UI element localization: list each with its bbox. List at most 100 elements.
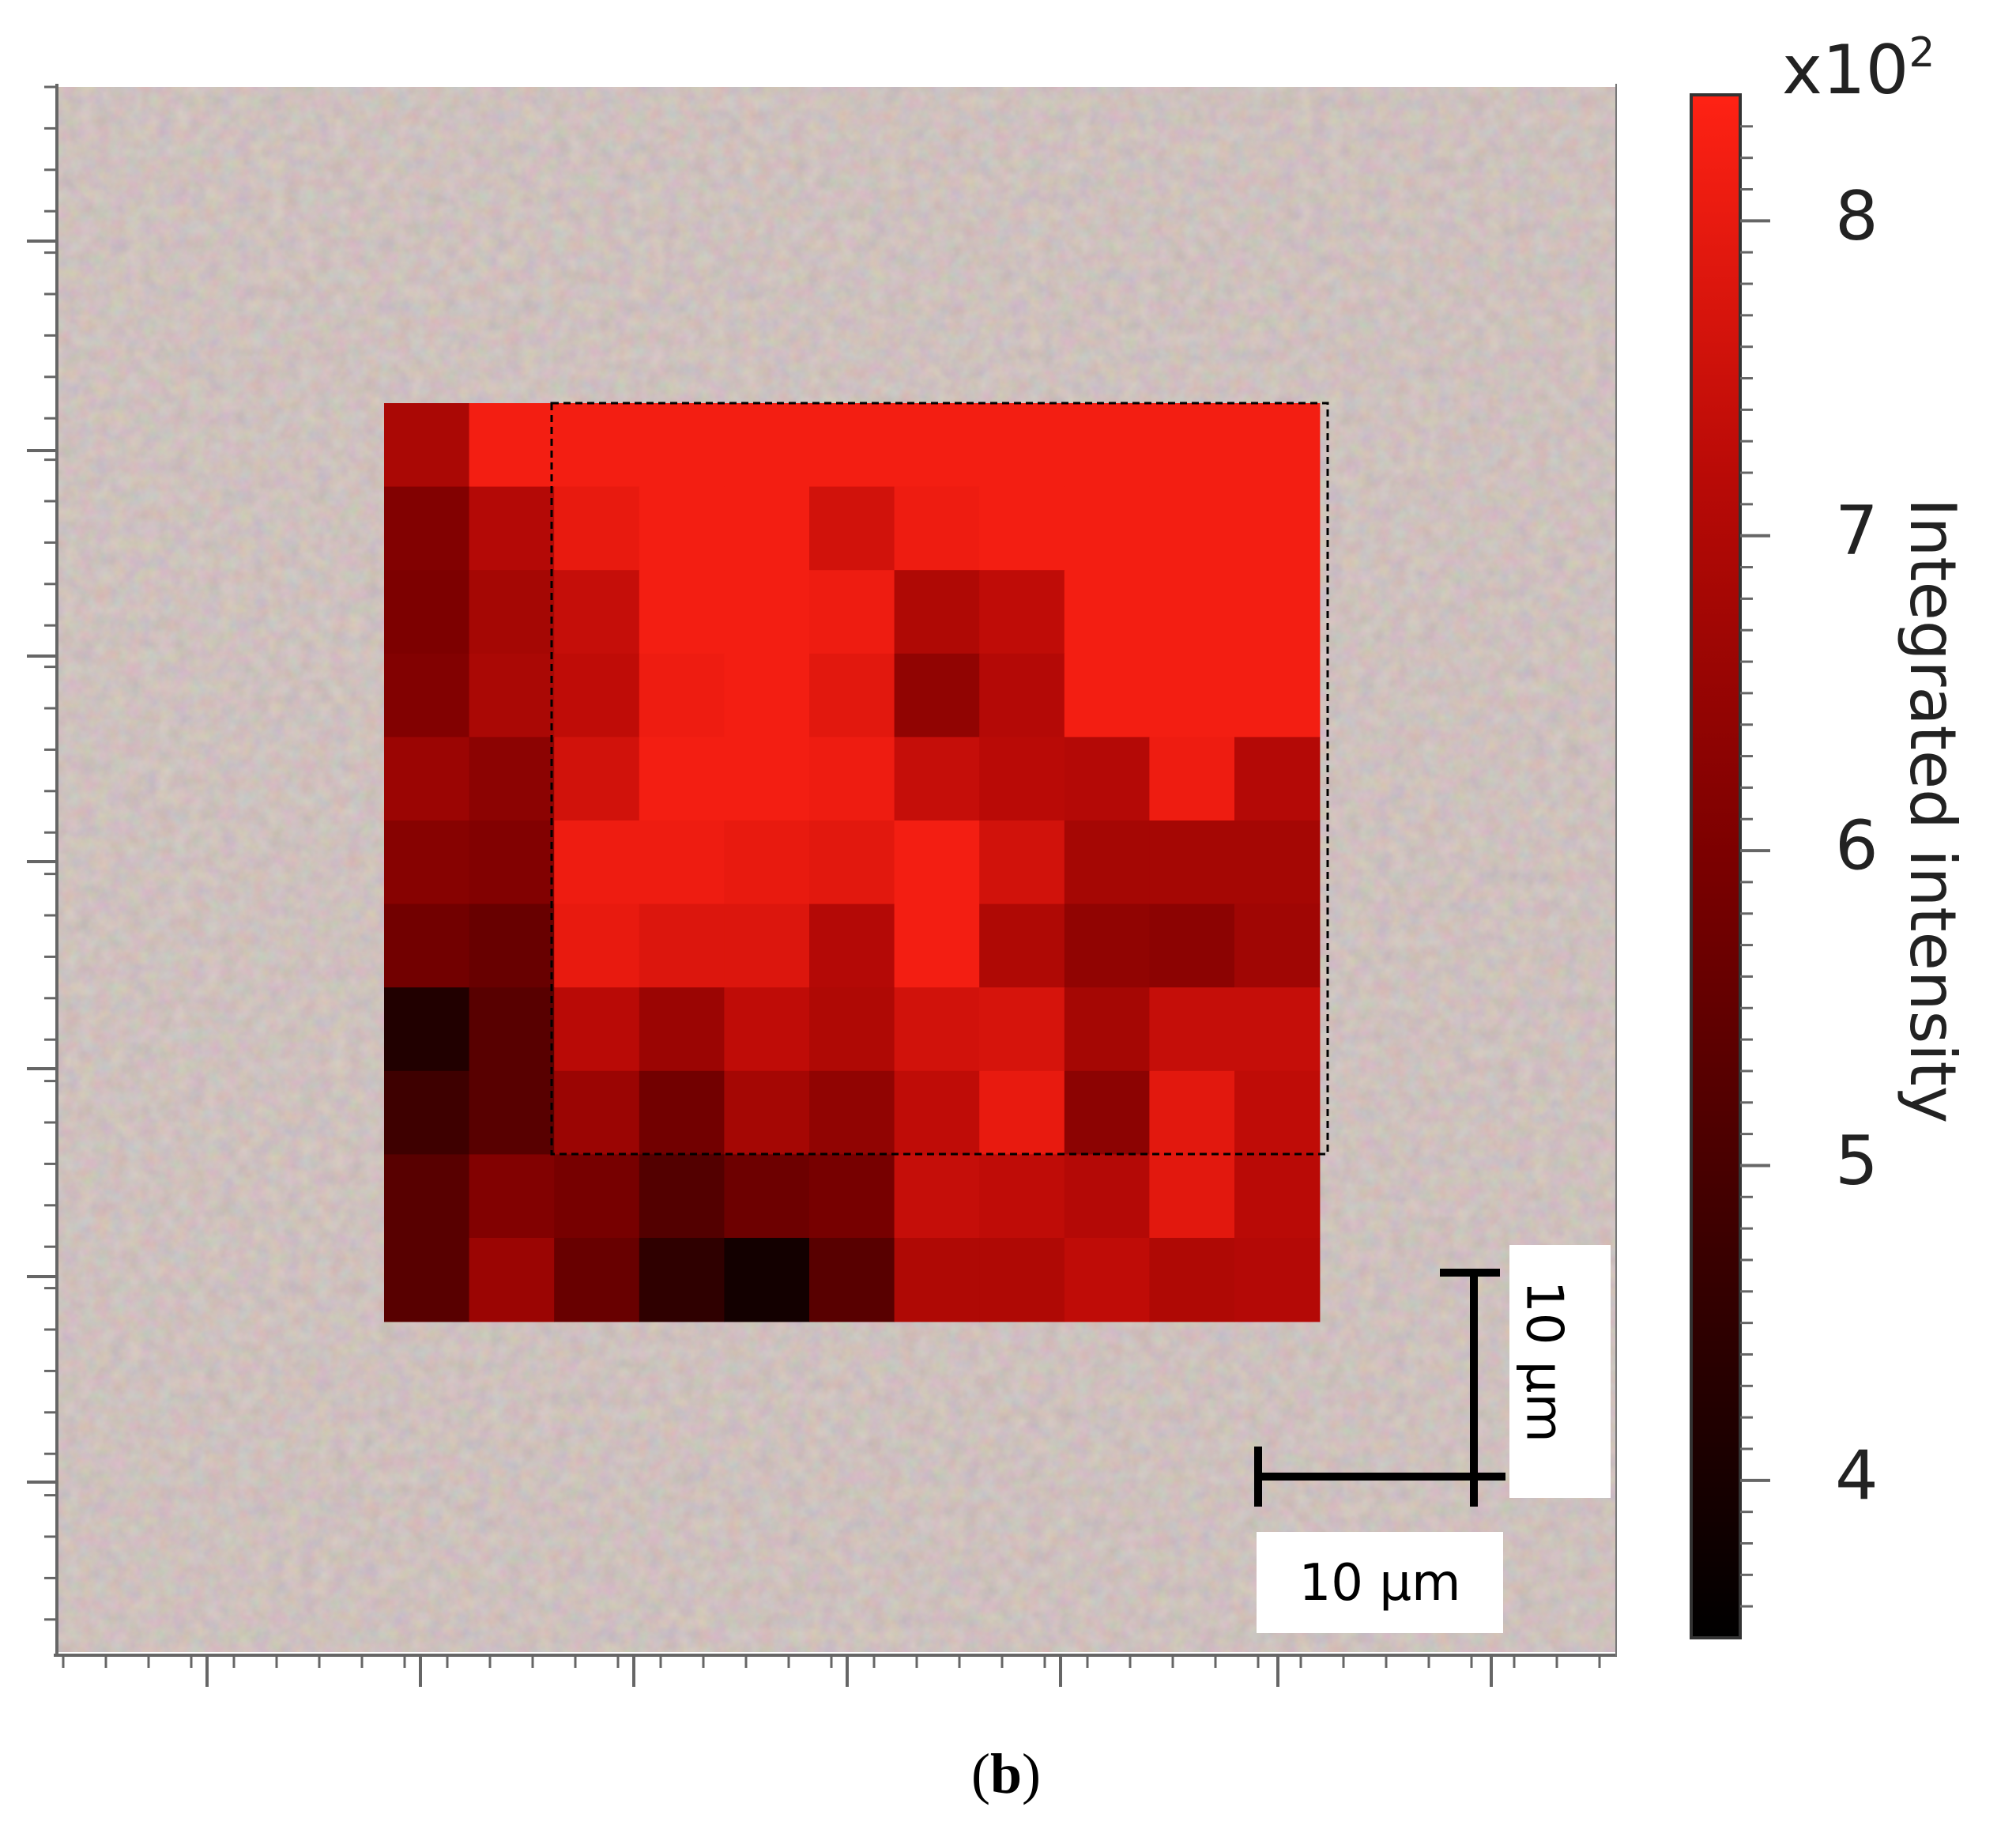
scale-label-box-horizontal (1257, 1532, 1503, 1633)
heatmap-cell (1234, 1154, 1321, 1239)
heatmap-cell (1234, 570, 1321, 654)
heatmap-cell (724, 903, 810, 988)
heatmap-cell (469, 987, 555, 1072)
heatmap-cell (894, 1070, 980, 1156)
heatmap-cell (894, 486, 980, 571)
heatmap-cell (1064, 653, 1151, 738)
heatmap-cell (724, 1154, 810, 1239)
heatmap-cell (639, 570, 725, 654)
plot-frame (54, 84, 1617, 1657)
colorbar-multiplier-exp: 2 (1909, 29, 1935, 77)
caption-close: ) (1022, 1742, 1041, 1805)
heatmap-cell (724, 1238, 810, 1322)
panel-caption: (b) (971, 1742, 1041, 1805)
heatmap-cell (1064, 737, 1151, 821)
heatmap-cell (894, 653, 980, 738)
x-axis-ticks (62, 1655, 1601, 1687)
heatmap-cell (1149, 486, 1235, 571)
heatmap-cell (554, 987, 640, 1072)
heatmap-cell (1064, 570, 1151, 654)
scale-bar-vertical-label: 10 μm (1514, 1281, 1573, 1443)
heatmap-cell (384, 403, 470, 488)
heatmap-cell (554, 820, 640, 905)
heatmap-cell (1234, 737, 1321, 821)
heatmap-cell (809, 570, 895, 654)
heatmap-cell (979, 737, 1065, 821)
heatmap-cell (809, 1070, 895, 1156)
heatmap-cell (639, 1238, 725, 1322)
colorbar-multiplier: x102 (1782, 29, 1935, 110)
heatmap-cell (554, 737, 640, 821)
heatmap-cell (979, 570, 1065, 654)
heatmap-cell (469, 903, 555, 988)
heatmap-cell (1064, 1154, 1151, 1239)
heatmap-cell (1149, 570, 1235, 654)
heatmap-cell (384, 987, 470, 1072)
heatmap-cell (979, 1070, 1065, 1156)
heatmap-cell (979, 1154, 1065, 1239)
heatmap-cell (1149, 403, 1235, 488)
heatmap-cell (809, 737, 895, 821)
heatmap-cell (639, 403, 725, 488)
heatmap-cell (384, 653, 470, 738)
heatmap-cell (469, 820, 555, 905)
heatmap-cell (894, 1238, 980, 1322)
heatmap-cell (639, 1154, 725, 1239)
heatmap-cell (1064, 820, 1151, 905)
heatmap-cell (1064, 486, 1151, 571)
scale-label-box-vertical (1509, 1245, 1611, 1498)
heatmap-cell (809, 403, 895, 488)
heatmap-cell (554, 403, 640, 488)
colorbar-tick-label: 8 (1835, 177, 1878, 256)
heatmap-cell (979, 820, 1065, 905)
heatmap-cell (894, 820, 980, 905)
heatmap-cell (384, 820, 470, 905)
heatmap-cell (724, 486, 810, 571)
heatmap-cell (639, 987, 725, 1072)
heatmap-cell (639, 1070, 725, 1156)
heatmap-cell (894, 403, 980, 488)
heatmap-cell (469, 570, 555, 654)
heatmap-cell (809, 486, 895, 571)
heatmap-cell (724, 987, 810, 1072)
heatmap-cell (1064, 1070, 1151, 1156)
heatmap-cell (1234, 653, 1321, 738)
heatmap-cell (384, 570, 470, 654)
colorbar-gradient (1691, 95, 1740, 1638)
heatmap-cell (384, 486, 470, 571)
heatmap-cell (724, 737, 810, 821)
heatmap-cell (724, 653, 810, 738)
heatmap-cell (894, 1154, 980, 1239)
heatmap-cell (384, 1154, 470, 1239)
heatmap-cell (724, 1070, 810, 1156)
colorbar-tick-label: 5 (1835, 1122, 1878, 1201)
y-axis-ticks (27, 85, 57, 1621)
heatmap-cell (979, 486, 1065, 571)
heatmap-cell (894, 903, 980, 988)
heatmap-cell (1149, 1238, 1235, 1322)
heatmap-cell (979, 987, 1065, 1072)
heatmap-cell (554, 903, 640, 988)
heatmap-cell (1234, 987, 1321, 1072)
heatmap-cell (1149, 1154, 1235, 1239)
colorbar-multiplier-base: x10 (1782, 31, 1909, 110)
colorbar: 4 5 6 7 8 x102 Integrated intensity (1690, 29, 1969, 1639)
heatmap-cell (1149, 987, 1235, 1072)
heatmap-cell (554, 570, 640, 654)
heatmap-cell (1149, 653, 1235, 738)
heatmap-cell (724, 570, 810, 654)
heatmap-cell (469, 1070, 555, 1156)
heatmap-cell (1064, 903, 1151, 988)
heatmap-cell (809, 903, 895, 988)
intensity-heatmap (384, 403, 1321, 1322)
heatmap-cell (469, 486, 555, 571)
heatmap-cell (639, 903, 725, 988)
colorbar-tick-label: 4 (1835, 1436, 1878, 1515)
heatmap-cell (1234, 903, 1321, 988)
colorbar-ticks: 4 5 6 7 8 (1740, 125, 1878, 1608)
heatmap-cell (894, 987, 980, 1072)
heatmap-cell (469, 737, 555, 821)
heatmap-cell (809, 820, 895, 905)
heatmap-cell (1149, 903, 1235, 988)
